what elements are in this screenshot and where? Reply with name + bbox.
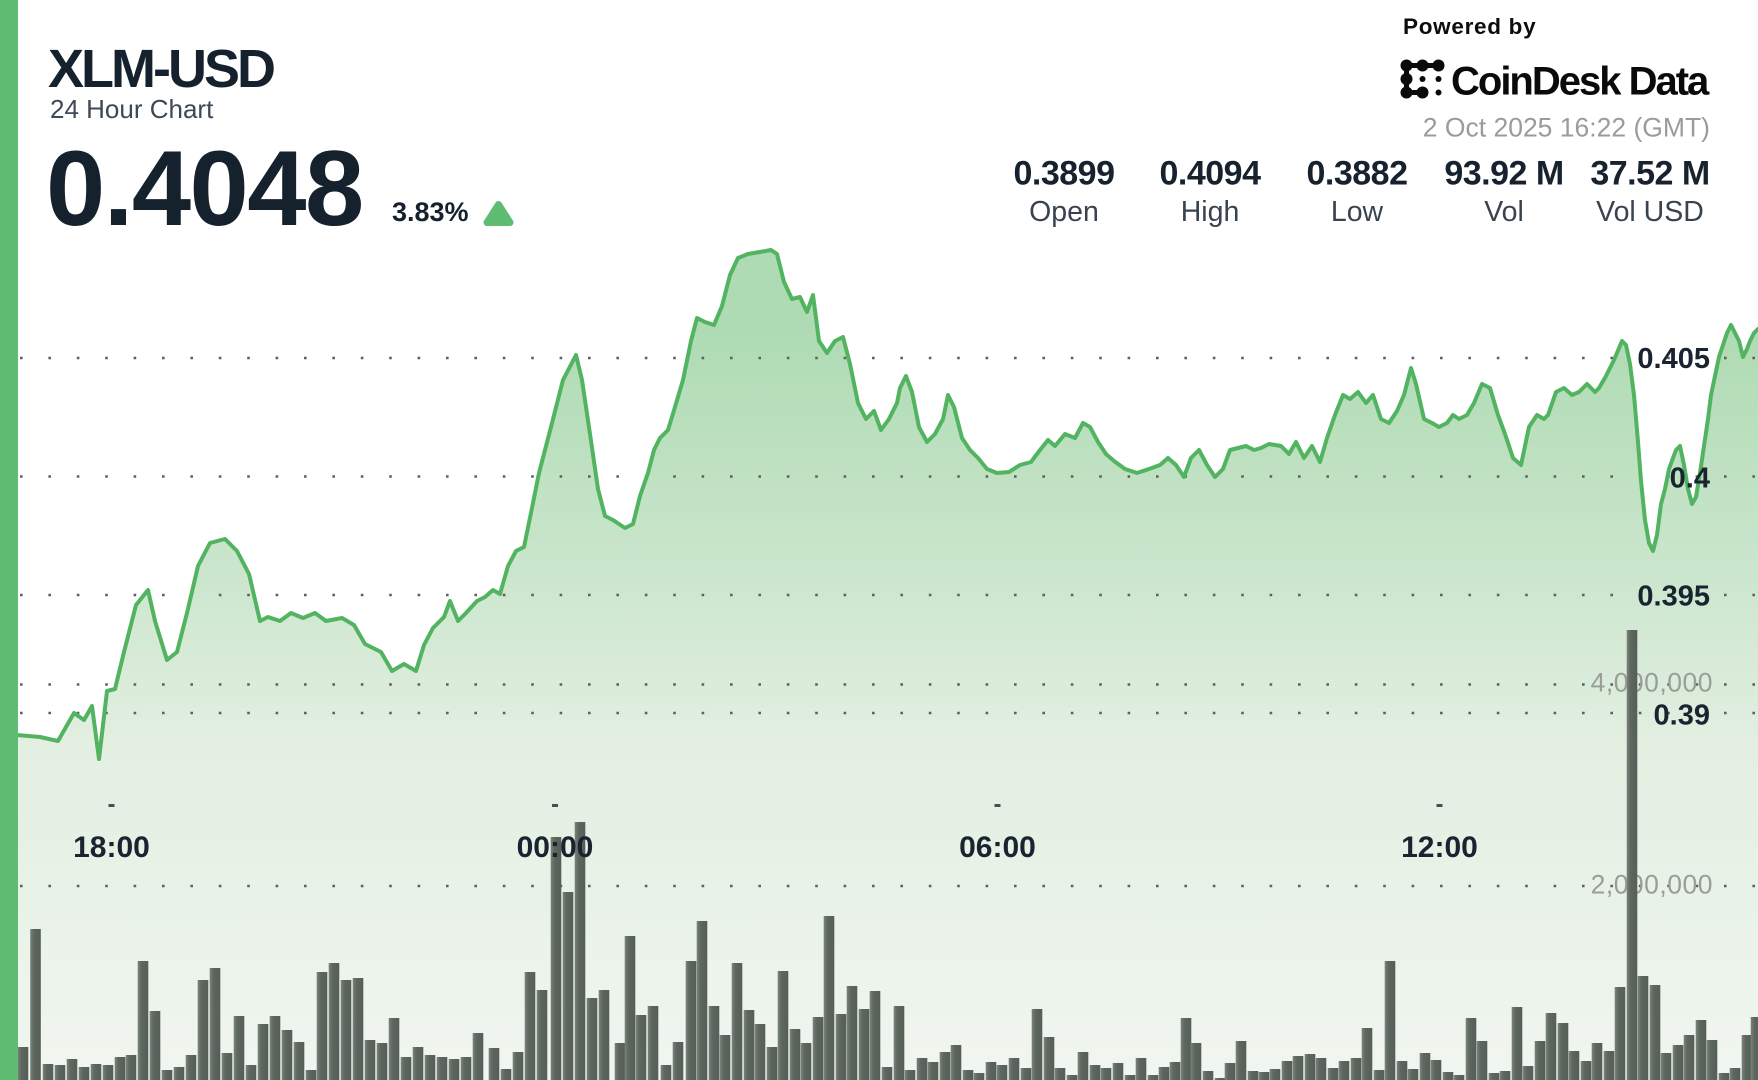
svg-text:0.4048: 0.4048 xyxy=(46,129,363,248)
svg-text:0.4094: 0.4094 xyxy=(1160,155,1262,193)
svg-text:0.395: 0.395 xyxy=(1637,581,1710,613)
svg-text:0.4: 0.4 xyxy=(1670,463,1710,495)
svg-text:12:00: 12:00 xyxy=(1401,831,1478,864)
svg-text:0.3899: 0.3899 xyxy=(1014,155,1115,193)
svg-text:Low: Low xyxy=(1331,196,1384,228)
svg-text:CoinDesk Data: CoinDesk Data xyxy=(1451,60,1710,104)
svg-text:0.405: 0.405 xyxy=(1637,343,1710,375)
svg-text:4,000,000: 4,000,000 xyxy=(1591,668,1713,698)
svg-text:XLM-USD: XLM-USD xyxy=(48,39,274,99)
svg-text:0.39: 0.39 xyxy=(1654,700,1710,732)
svg-text:Open: Open xyxy=(1029,196,1099,228)
svg-text:93.92 M: 93.92 M xyxy=(1444,155,1563,193)
svg-text:2,000,000: 2,000,000 xyxy=(1591,870,1713,900)
svg-text:3.83%: 3.83% xyxy=(392,197,469,227)
svg-text:06:00: 06:00 xyxy=(959,831,1036,864)
svg-text:18:00: 18:00 xyxy=(73,831,150,864)
svg-text:24 Hour Chart: 24 Hour Chart xyxy=(50,94,214,124)
svg-text:Powered by: Powered by xyxy=(1403,14,1536,39)
svg-text:37.52 M: 37.52 M xyxy=(1590,155,1709,193)
svg-text:2 Oct 2025 16:22 (GMT): 2 Oct 2025 16:22 (GMT) xyxy=(1423,113,1710,143)
svg-text:High: High xyxy=(1181,196,1240,228)
svg-text:00:00: 00:00 xyxy=(517,831,594,864)
svg-text:Vol: Vol xyxy=(1484,196,1524,228)
svg-text:Vol USD: Vol USD xyxy=(1596,196,1704,228)
svg-text:0.3882: 0.3882 xyxy=(1307,155,1408,193)
